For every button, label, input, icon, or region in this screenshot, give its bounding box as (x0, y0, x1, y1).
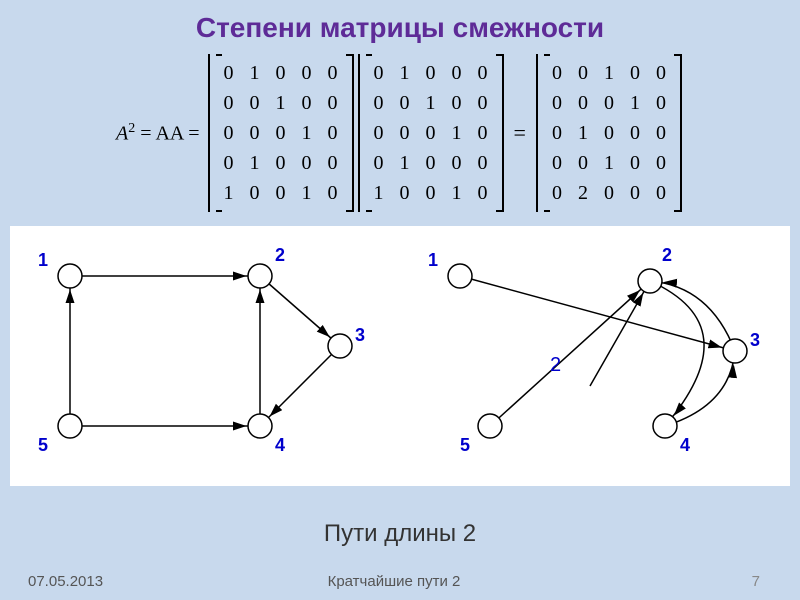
svg-text:2: 2 (275, 245, 285, 265)
svg-text:3: 3 (355, 325, 365, 345)
svg-text:5: 5 (38, 435, 48, 455)
svg-text:3: 3 (750, 330, 760, 350)
svg-text:4: 4 (680, 435, 690, 455)
footer-page: 7 (516, 573, 800, 590)
graphs-panel: 1 2 3 4 5 2 1 2 3 4 5 (10, 226, 790, 486)
footer-date: 07.05.2013 (0, 573, 272, 590)
lhs-eq: = AA = (135, 122, 199, 144)
equals-sign: = (514, 120, 526, 146)
svg-text:2: 2 (550, 354, 561, 376)
equation: A2 = AA = 0100000100000100100010010 0100… (0, 54, 800, 212)
lhs-base: A (116, 122, 128, 144)
graph-left: 1 2 3 4 5 (10, 226, 400, 486)
subtitle: Пути длины 2 (324, 520, 476, 548)
svg-text:2: 2 (662, 245, 672, 265)
equation-lhs: A2 = AA = (116, 121, 199, 146)
graph-right: 2 1 2 3 4 5 (400, 226, 790, 486)
footer: 07.05.2013 Кратчайшие пути 2 7 (0, 573, 800, 590)
matrix-c: 0010000010010000010002000 (536, 54, 682, 212)
svg-text:4: 4 (275, 435, 285, 455)
svg-text:1: 1 (428, 250, 438, 270)
matrix-b: 0100000100000100100010010 (358, 54, 504, 212)
matrix-a: 0100000100000100100010010 (208, 54, 354, 212)
svg-text:5: 5 (460, 435, 470, 455)
svg-text:1: 1 (38, 250, 48, 270)
footer-title: Кратчайшие пути 2 (272, 573, 516, 590)
page-title: Степени матрицы смежности (0, 0, 800, 44)
